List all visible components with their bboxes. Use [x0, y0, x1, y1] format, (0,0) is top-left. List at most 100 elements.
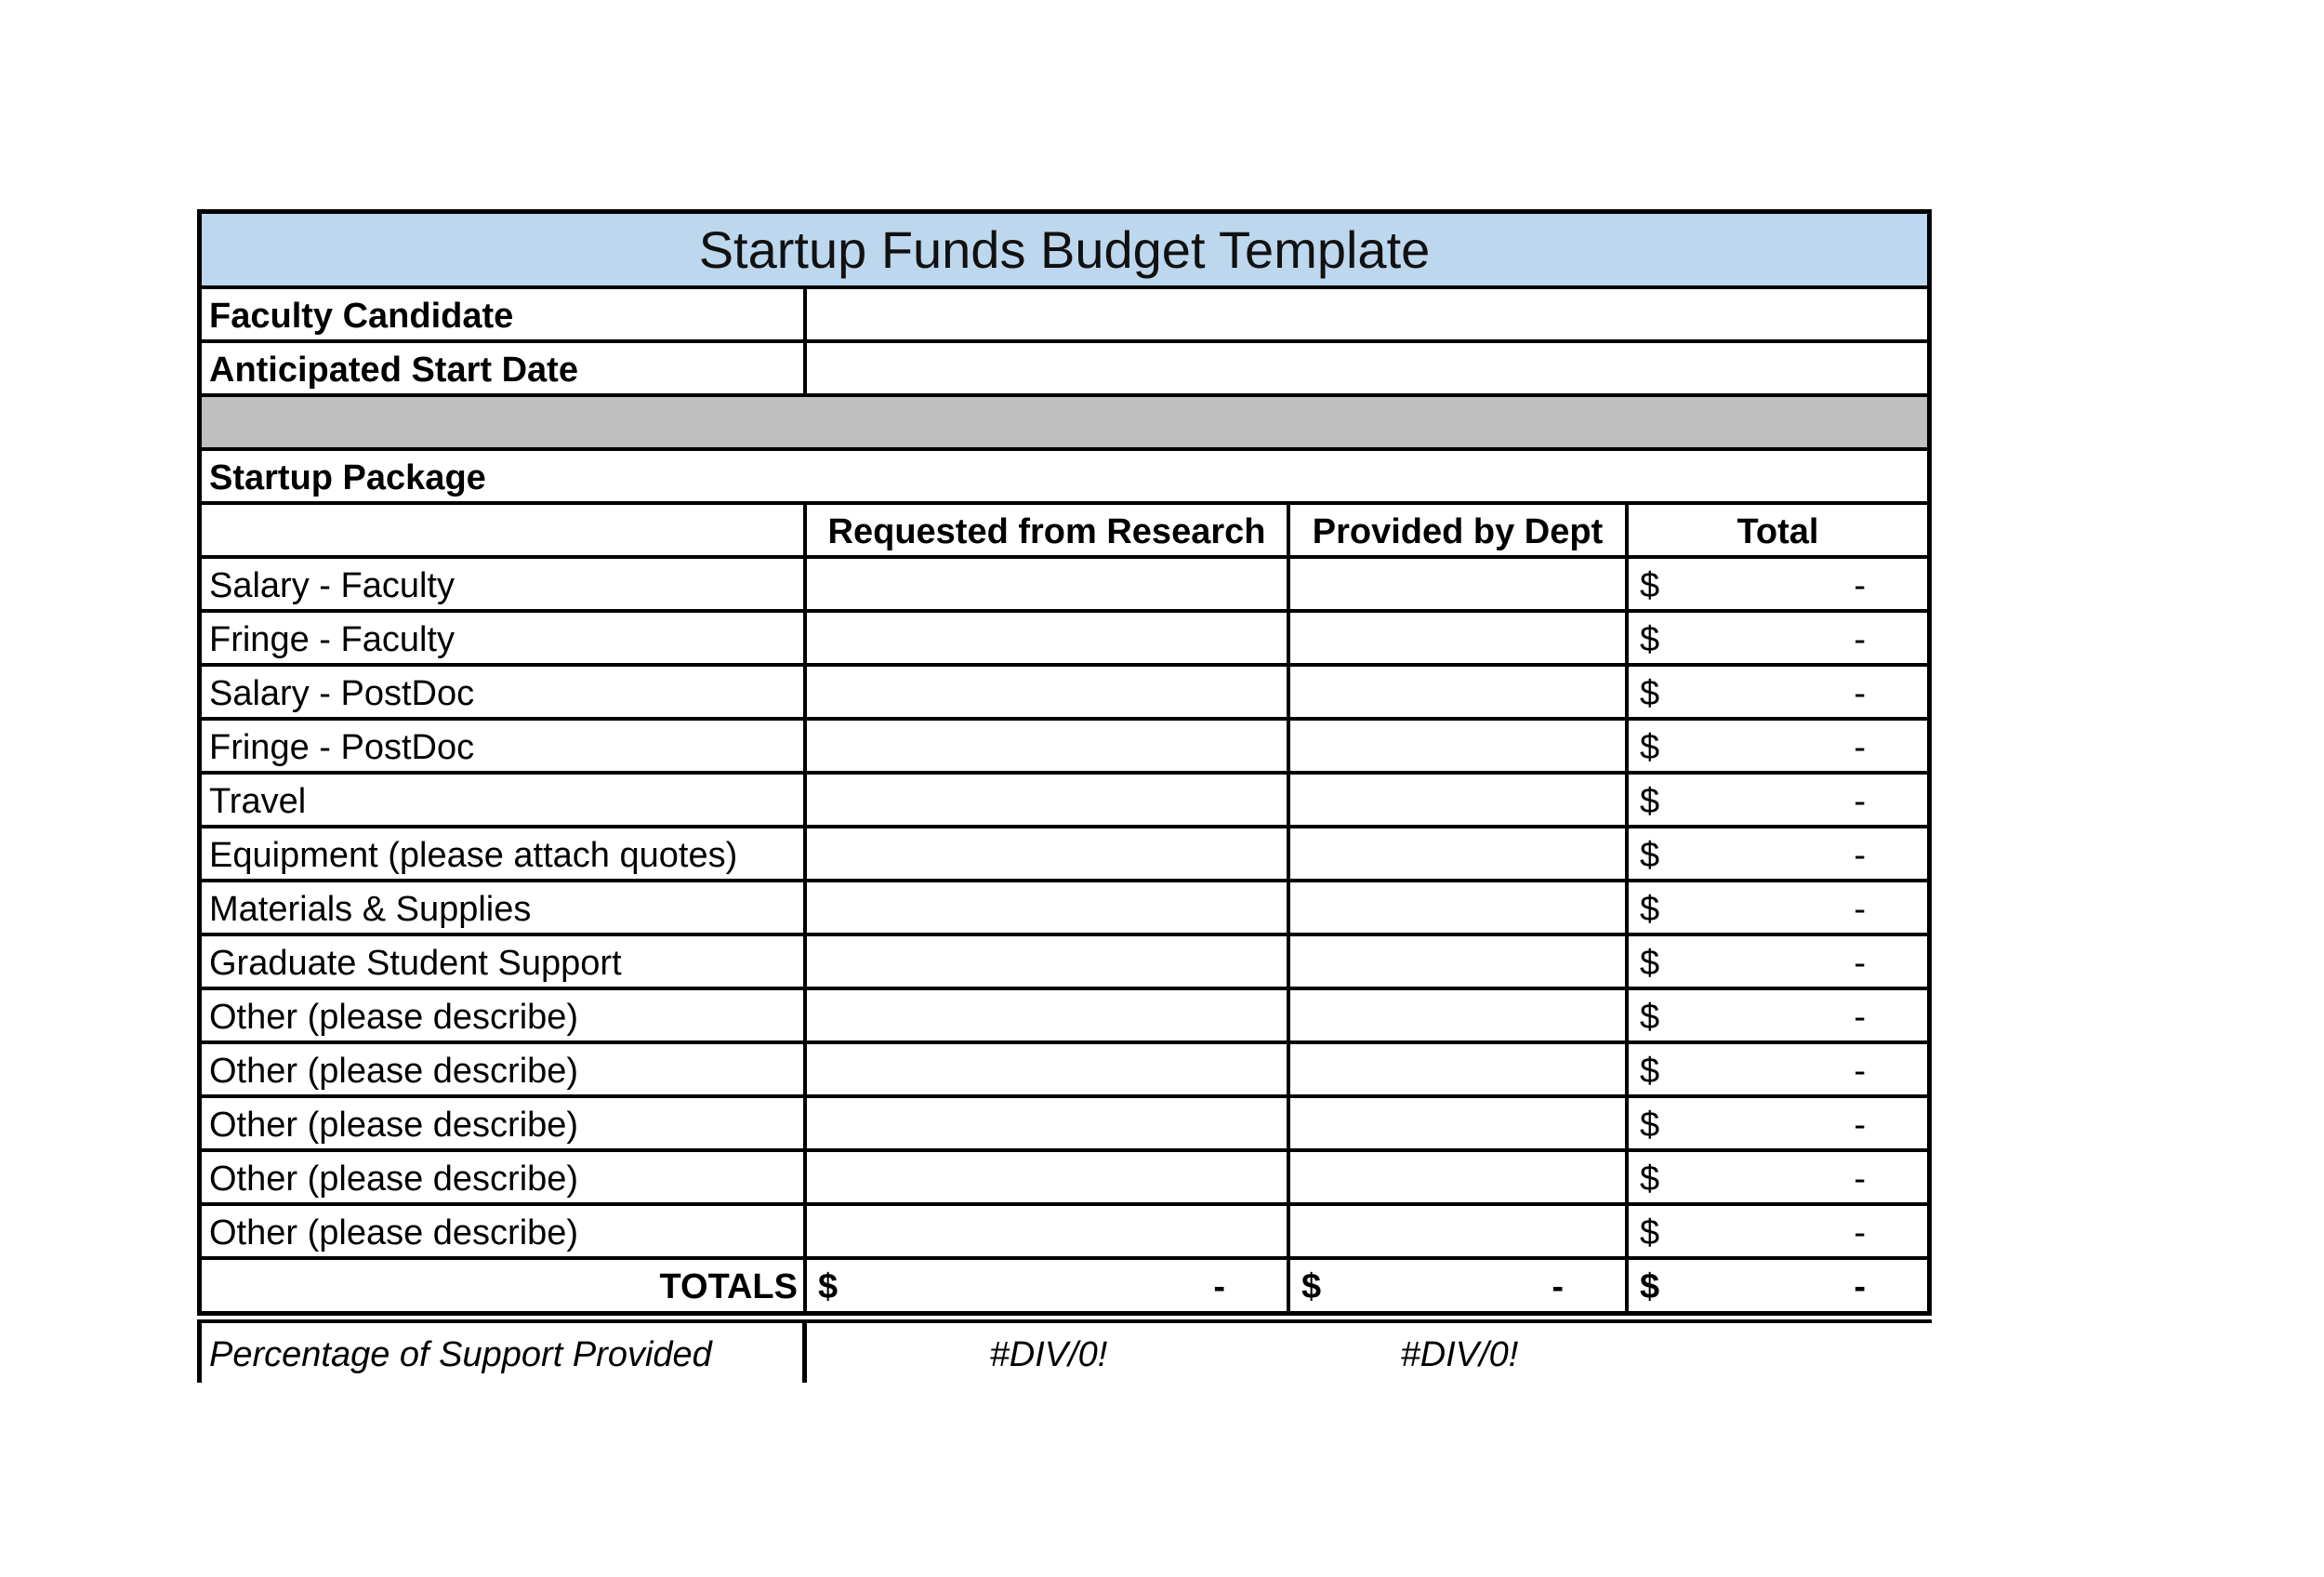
item-label: Graduate Student Support	[202, 936, 807, 987]
total-amount-cell: $ -	[1629, 936, 1927, 987]
percentage-requested-value: #DIV/0!	[989, 1334, 1108, 1374]
provided-amount-cell[interactable]	[1290, 1098, 1629, 1148]
item-label: Equipment (please attach quotes)	[202, 828, 807, 879]
anticipated-start-date-row: Anticipated Start Date	[202, 343, 1927, 397]
percentage-label: Percentage of Support Provided	[202, 1323, 807, 1383]
faculty-candidate-row: Faculty Candidate	[202, 289, 1927, 343]
item-label: Travel	[202, 775, 807, 825]
totals-row: TOTALS $ - $ - $ -	[202, 1260, 1927, 1311]
requested-amount-cell[interactable]	[807, 559, 1290, 609]
requested-amount-cell[interactable]	[807, 721, 1290, 771]
total-amount-cell: $ -	[1629, 990, 1927, 1040]
table-row: Fringe - Faculty $ -	[202, 613, 1927, 667]
amount-dash: -	[1854, 781, 1866, 821]
item-label: Other (please describe)	[202, 1044, 807, 1094]
table-row: Travel $ -	[202, 775, 1927, 828]
provided-amount-cell[interactable]	[1290, 775, 1629, 825]
provided-amount-cell[interactable]	[1290, 828, 1629, 879]
requested-amount-cell[interactable]	[807, 667, 1290, 717]
section-header: Startup Package	[209, 457, 486, 497]
currency-symbol: $	[1640, 835, 1660, 875]
table-row: Salary - PostDoc $ -	[202, 667, 1927, 721]
total-amount-cell: $ -	[1629, 613, 1927, 663]
requested-amount-cell[interactable]	[807, 1098, 1290, 1148]
totals-provided-cell: $ -	[1290, 1260, 1629, 1311]
requested-amount-cell[interactable]	[807, 990, 1290, 1040]
table-row: Equipment (please attach quotes) $ -	[202, 828, 1927, 882]
table-row: Other (please describe) $ -	[202, 1152, 1927, 1206]
provided-amount-cell[interactable]	[1290, 1152, 1629, 1202]
column-header-requested: Requested from Research	[807, 505, 1290, 555]
table-row: Other (please describe) $ -	[202, 1044, 1927, 1098]
faculty-candidate-input[interactable]	[807, 289, 1927, 339]
table-row: Other (please describe) $ -	[202, 1098, 1927, 1152]
total-amount-cell: $ -	[1629, 775, 1927, 825]
amount-dash: -	[1854, 1159, 1866, 1199]
provided-amount-cell[interactable]	[1290, 613, 1629, 663]
amount-dash: -	[1854, 997, 1866, 1037]
requested-amount-cell[interactable]	[807, 936, 1290, 987]
provided-amount-cell[interactable]	[1290, 882, 1629, 933]
item-label: Fringe - PostDoc	[202, 721, 807, 771]
amount-dash: -	[1854, 673, 1866, 713]
page-title: Startup Funds Budget Template	[698, 220, 1431, 279]
requested-amount-cell[interactable]	[807, 1206, 1290, 1256]
table-row: Fringe - PostDoc $ -	[202, 721, 1927, 775]
amount-dash: -	[1854, 1213, 1866, 1252]
total-amount-cell: $ -	[1629, 559, 1927, 609]
amount-dash: -	[1854, 889, 1866, 929]
separator-row	[202, 397, 1927, 451]
amount-dash: -	[1854, 727, 1866, 767]
total-amount-cell: $ -	[1629, 1206, 1927, 1256]
provided-amount-cell[interactable]	[1290, 559, 1629, 609]
currency-symbol: $	[818, 1267, 838, 1306]
faculty-candidate-label: Faculty Candidate	[202, 289, 807, 339]
currency-symbol: $	[1640, 889, 1660, 929]
item-label: Fringe - Faculty	[202, 613, 807, 663]
currency-symbol: $	[1301, 1267, 1322, 1306]
provided-amount-cell[interactable]	[1290, 667, 1629, 717]
total-amount-cell: $ -	[1629, 721, 1927, 771]
provided-amount-cell[interactable]	[1290, 721, 1629, 771]
requested-amount-cell[interactable]	[807, 882, 1290, 933]
provided-amount-cell[interactable]	[1290, 1044, 1629, 1094]
requested-amount-cell[interactable]	[807, 775, 1290, 825]
amount-dash: -	[1854, 1105, 1866, 1145]
currency-symbol: $	[1640, 619, 1660, 659]
column-header-blank	[202, 505, 807, 555]
table-row: Graduate Student Support $ -	[202, 936, 1927, 990]
column-header-row: Requested from Research Provided by Dept…	[202, 505, 1927, 559]
currency-symbol: $	[1640, 781, 1660, 821]
currency-symbol: $	[1640, 1105, 1660, 1145]
percentage-provided-value: #DIV/0!	[1400, 1334, 1519, 1374]
currency-symbol: $	[1640, 565, 1660, 605]
amount-dash: -	[1213, 1267, 1225, 1306]
totals-requested-cell: $ -	[807, 1260, 1290, 1311]
provided-amount-cell[interactable]	[1290, 990, 1629, 1040]
anticipated-start-date-input[interactable]	[807, 343, 1927, 393]
currency-symbol: $	[1640, 1213, 1660, 1252]
amount-dash: -	[1552, 1267, 1564, 1306]
table-row: Other (please describe) $ -	[202, 1206, 1927, 1260]
amount-dash: -	[1854, 1267, 1866, 1306]
item-label: Materials & Supplies	[202, 882, 807, 933]
percentage-row: Percentage of Support Provided #DIV/0! #…	[197, 1323, 1932, 1383]
amount-dash: -	[1854, 943, 1866, 983]
total-amount-cell: $ -	[1629, 828, 1927, 879]
provided-amount-cell[interactable]	[1290, 936, 1629, 987]
total-amount-cell: $ -	[1629, 1098, 1927, 1148]
requested-amount-cell[interactable]	[807, 1044, 1290, 1094]
totals-label: TOTALS	[202, 1260, 807, 1311]
table-row: Materials & Supplies $ -	[202, 882, 1927, 936]
table-row: Other (please describe) $ -	[202, 990, 1927, 1044]
item-label: Other (please describe)	[202, 990, 807, 1040]
requested-amount-cell[interactable]	[807, 1152, 1290, 1202]
budget-table-frame: Startup Funds Budget Template Faculty Ca…	[197, 209, 1932, 1316]
section-header-row: Startup Package	[202, 451, 1927, 505]
provided-amount-cell[interactable]	[1290, 1206, 1629, 1256]
total-amount-cell: $ -	[1629, 1044, 1927, 1094]
column-header-total: Total	[1736, 511, 1819, 551]
requested-amount-cell[interactable]	[807, 828, 1290, 879]
requested-amount-cell[interactable]	[807, 613, 1290, 663]
amount-dash: -	[1854, 565, 1866, 605]
